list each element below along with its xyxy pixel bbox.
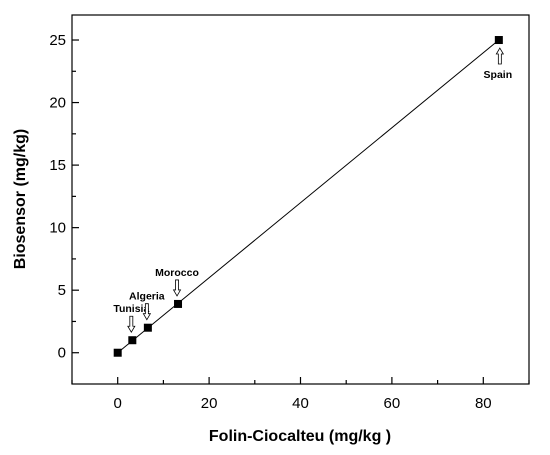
annotation-label: Algeria (129, 291, 165, 303)
annotation-arrow (142, 303, 152, 321)
x-tick-label: 80 (475, 395, 492, 412)
data-point (174, 299, 183, 308)
x-axis-title: Folin-Ciocalteu (mg/kg ) (209, 428, 391, 445)
y-axis-title: Biosensor (mg/kg) (12, 129, 29, 269)
x-tick-label: 60 (384, 395, 401, 412)
plot-frame (71, 14, 530, 385)
x-tick-label: 40 (292, 395, 309, 412)
y-tick-label: 20 (49, 95, 66, 112)
y-tick-label: 15 (49, 157, 66, 174)
y-tick-label: 0 (58, 345, 66, 362)
data-point (113, 348, 122, 357)
data-point (494, 36, 503, 45)
y-tick-label: 5 (58, 282, 66, 299)
y-tick-label: 10 (49, 220, 66, 237)
y-tick-label: 25 (49, 32, 66, 49)
y-tick-labels: 0 5 10 15 20 25 (49, 32, 66, 362)
annotation-label: Spain (484, 69, 513, 81)
x-tick-labels: 0 20 40 60 80 (114, 395, 492, 412)
x-tick-label: 20 (201, 395, 218, 412)
data-point (143, 323, 152, 332)
x-tick-label: 0 (114, 395, 122, 412)
annotation-label: Tunisia (113, 303, 149, 315)
data-points (113, 36, 503, 357)
annotation-arrow (172, 279, 182, 297)
data-point (128, 336, 137, 345)
axis-ticks (71, 39, 530, 384)
annotation-label: Morocco (155, 267, 199, 279)
annotation-arrow (127, 315, 136, 334)
annotation-arrow (495, 47, 505, 65)
